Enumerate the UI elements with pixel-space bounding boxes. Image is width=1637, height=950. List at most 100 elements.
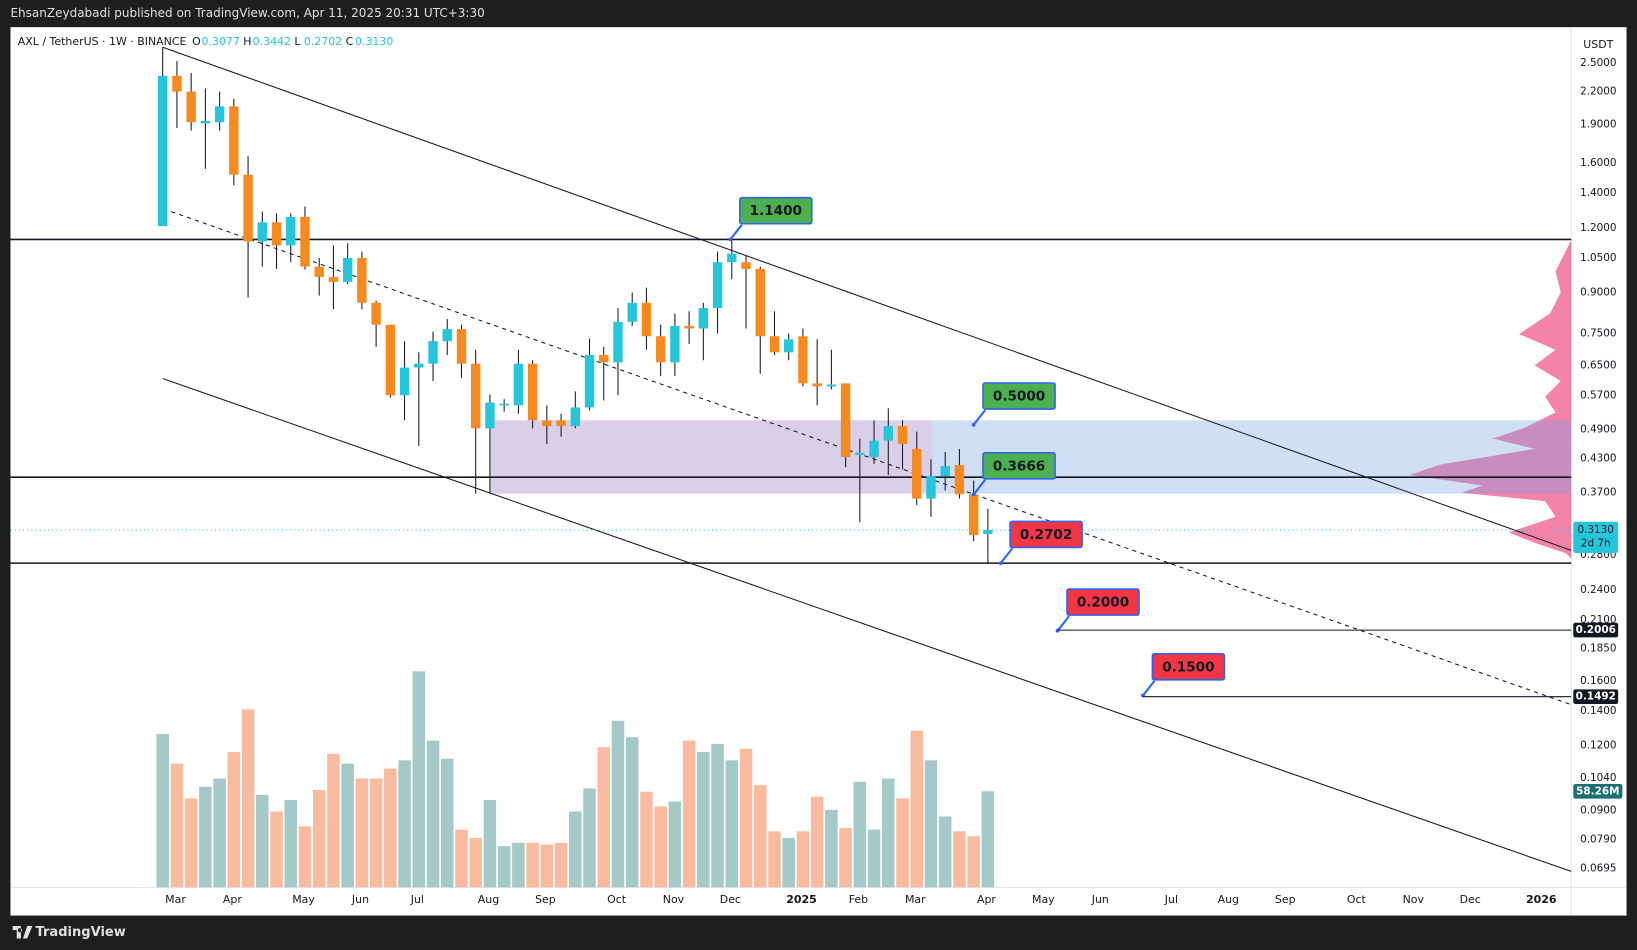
trendline — [171, 211, 1572, 706]
volume-bar — [768, 831, 781, 888]
brand-logo — [12, 925, 33, 939]
symbol: AXL / TetherUS · 1W · BINANCE — [18, 35, 187, 48]
candle-body — [940, 466, 950, 477]
volume-bar — [440, 758, 454, 888]
candle-body — [798, 336, 808, 384]
y-tick-label: 1.2000 — [1580, 222, 1616, 234]
annotation-box — [982, 382, 1056, 410]
candle-body — [456, 329, 467, 364]
volume-bar — [910, 730, 924, 888]
volume-bar — [640, 791, 653, 888]
annotation-stub — [1142, 680, 1156, 697]
ohlc-key: L — [294, 35, 301, 48]
ohlc-key: O — [192, 35, 201, 48]
price-label-box — [1573, 521, 1619, 554]
candle-body — [570, 407, 580, 427]
candle-body — [712, 262, 723, 309]
candle-body — [385, 324, 396, 396]
x-tick-label: Sep — [535, 893, 556, 906]
candle-body — [883, 426, 893, 441]
volume-bar — [953, 831, 966, 888]
annotation-box — [1066, 588, 1140, 616]
x-tick-label: Jun — [351, 893, 369, 906]
candle-body — [371, 302, 381, 325]
volume-bar — [668, 801, 682, 888]
annotation-point — [998, 561, 1003, 566]
ohlc-value: 0.2702 — [304, 35, 342, 48]
annotation-point — [1055, 628, 1060, 633]
annotation-stub — [972, 409, 986, 426]
candle-body — [342, 257, 353, 282]
volume-bar — [483, 799, 497, 888]
volume-bar — [569, 811, 582, 888]
candle-body — [670, 325, 680, 363]
volume-bar — [967, 836, 980, 888]
volume-bar — [412, 671, 426, 888]
y-tick-label: 0.3700 — [1580, 486, 1616, 498]
x-tick-label: Jul — [1164, 893, 1178, 906]
candle-body — [599, 354, 609, 363]
ohlc-value: 0.3442 — [253, 35, 291, 48]
price-label: 0.3130 — [1577, 524, 1613, 536]
volume-label: 58.26M — [1576, 785, 1619, 797]
x-tick-label: Nov — [663, 893, 685, 906]
y-tick-label: 0.1200 — [1580, 740, 1616, 752]
volume-bar — [170, 763, 184, 888]
y-tick-label: 0.5700 — [1580, 389, 1616, 401]
annotation-point — [971, 492, 976, 497]
candle-body — [840, 383, 851, 458]
x-tick-label: Nov — [1403, 893, 1425, 906]
volume-bar — [241, 709, 255, 888]
ohlc-value: 0.3077 — [202, 35, 240, 48]
volume-bar — [512, 842, 525, 888]
volume-bar — [284, 799, 298, 888]
ohlc-key: C — [346, 35, 354, 48]
x-tick-label: Mar — [905, 893, 926, 906]
y-tick-label: 0.7500 — [1580, 328, 1616, 340]
candle-body — [655, 336, 666, 363]
x-tick-label: Dec — [720, 893, 741, 906]
x-tick-label: Aug — [478, 893, 499, 906]
candle-body — [485, 402, 495, 429]
volume-bar — [213, 778, 226, 888]
annotation-stub — [999, 547, 1013, 564]
candle-body — [584, 354, 595, 408]
volume-bar — [867, 829, 881, 888]
volume-bar — [256, 794, 269, 888]
volume-bar — [227, 752, 241, 888]
annotation-label: 0.2702 — [1020, 527, 1072, 543]
candle-body — [414, 363, 424, 368]
volume-bar — [896, 798, 909, 888]
volume-bar — [298, 826, 312, 888]
candle-body — [229, 106, 239, 175]
y-tick-label: 0.1400 — [1580, 705, 1616, 717]
x-tick-label: Apr — [223, 893, 242, 906]
candle-body — [627, 302, 637, 322]
candle-body — [826, 384, 837, 387]
candle-body — [286, 216, 296, 246]
candle-body — [186, 91, 196, 123]
volume-bar — [625, 737, 639, 888]
candle-body — [399, 367, 410, 396]
y-tick-label: 0.1600 — [1580, 675, 1616, 687]
volume-bar — [853, 781, 867, 888]
volume-bar — [398, 760, 411, 888]
trendline — [162, 378, 1572, 872]
annotation-label: 0.5000 — [993, 389, 1045, 405]
volume-bar — [654, 806, 667, 888]
volume-bar — [810, 796, 824, 888]
candle-body — [926, 476, 936, 499]
volume-bar — [355, 778, 369, 888]
candle-body — [698, 308, 709, 329]
volume-bar — [184, 798, 198, 888]
x-tick-label: Jul — [410, 893, 424, 906]
volume-bar — [839, 827, 852, 888]
volume-bar — [725, 760, 739, 888]
volume-bar — [526, 842, 539, 888]
candle-body — [314, 266, 324, 277]
y-tick-label: 0.0790 — [1580, 834, 1616, 846]
candle-body — [897, 426, 908, 444]
volume-bar — [199, 786, 212, 888]
